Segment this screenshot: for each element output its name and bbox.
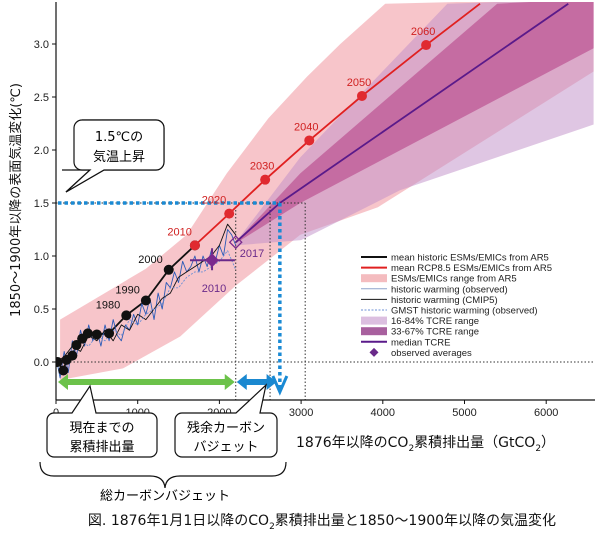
legend-item: mean RCP8.5 ESMs/EMICs from AR5 [361, 263, 552, 274]
callout-line-2: 累積排出量 [69, 440, 134, 455]
legend-label: historic warming (observed) [391, 284, 508, 295]
total-budget-label: 総カーボンバジェット [100, 489, 230, 504]
y-tick-label: 3.0 [34, 39, 49, 51]
historic-marker [82, 328, 93, 339]
callout-line-1: 現在までの [69, 421, 134, 436]
historic-marker [104, 328, 115, 339]
y-tick-label: 0.5 [34, 304, 49, 316]
legend-item: mean historic ESMs/EMICs from AR5 [361, 253, 549, 264]
legend-label: mean historic ESMs/EMICs from AR5 [391, 253, 549, 264]
series-line-gmst-historic-warming-observed- [56, 250, 237, 363]
legend-label: mean RCP8.5 ESMs/EMICs from AR5 [391, 263, 552, 274]
legend-swatch [361, 274, 387, 283]
legend-swatch [361, 327, 387, 336]
x-tick-label: 3000 [289, 407, 313, 419]
total-budget-brace [39, 461, 287, 489]
legend-label: ESMs/EMICs range from AR5 [391, 274, 517, 285]
year-label: 2010 [167, 226, 191, 238]
historic-marker [71, 340, 82, 351]
remaining-budget-callout: 残余カーボン バジェット [174, 383, 278, 458]
year-label: 2010 [202, 283, 226, 295]
legend-label: 33-67% TCRE range [391, 327, 479, 338]
cumulative-emissions-arrow-right-head [224, 374, 235, 390]
rcp85-marker [260, 174, 271, 185]
legend-item: historic warming (CMIP5) [361, 295, 498, 306]
rcp85-marker [356, 90, 367, 101]
axes: 0.00.51.01.52.02.53.00100020003000400050… [34, 2, 595, 419]
historic-marker [163, 264, 174, 275]
cumulative-emissions-arrow-left-head [58, 374, 68, 390]
legend-item: GMST historic warming (observed) [361, 306, 538, 317]
range-bands [60, 2, 594, 381]
rcp85-marker [304, 135, 315, 146]
legend-item: historic warming (observed) [361, 284, 508, 295]
historic-marker [58, 365, 69, 376]
y-tick-label: 1.5 [34, 198, 49, 210]
remaining-budget-arrow-right-head [266, 374, 277, 390]
warming-callout: 1.5℃の 気温上昇 [62, 119, 165, 193]
legend-item: observed averages [369, 347, 472, 359]
callout-line-1: 残余カーボン [187, 420, 265, 436]
band-33-67-tcre-range [235, 2, 594, 244]
legend-swatch [361, 316, 387, 325]
x-axis-label: 1876年以降のCO2累積排出量（GtCO2） [296, 435, 555, 454]
legend-label: observed averages [391, 348, 472, 359]
year-label: 2030 [250, 161, 274, 173]
remaining-budget-arrow-left-head [236, 374, 247, 390]
year-label: 1990 [115, 285, 139, 297]
cumulative-emissions-callout: 現在までの 累積排出量 [46, 384, 158, 458]
y-axis-label: 1850～1900年以降の表面気温変化(℃) [8, 83, 24, 317]
year-label: 2000 [138, 254, 162, 266]
year-label: 2060 [411, 26, 435, 38]
legend-label: median TCRE [391, 337, 451, 348]
legend-label: 16-84% TCRE range [391, 316, 479, 327]
y-tick-label: 0.0 [34, 357, 49, 369]
legend-item: median TCRE [361, 337, 451, 348]
rcp85-marker [189, 240, 200, 251]
year-label: 2017 [240, 248, 264, 260]
historic-marker [140, 295, 151, 306]
legend-label: GMST historic warming (observed) [391, 306, 538, 317]
year-label: 2020 [202, 195, 226, 207]
dotted-arrowhead [271, 375, 289, 396]
x-tick-label: 4000 [371, 407, 395, 419]
point-marks: 1980 1990 2000 2010 2020 2030 2040 2050 2060 2010… [56, 26, 435, 396]
rcp85-marker [421, 40, 432, 51]
year-label: 2040 [294, 121, 318, 133]
rcp85-marker [224, 208, 235, 219]
x-tick-label: 5000 [452, 407, 476, 419]
y-tick-label: 2.0 [34, 145, 49, 157]
legend-item: 16-84% TCRE range [361, 316, 479, 327]
callout-line-2: バジェット [193, 440, 258, 455]
legend-label: historic warming (CMIP5) [391, 295, 498, 306]
callout-line-2: 気温上昇 [93, 149, 145, 165]
year-label: 2050 [347, 77, 371, 89]
figure-caption: 図. 1876年1月1日以降のCO2累積排出量と1850～1900年以降の気温変… [88, 512, 556, 532]
y-tick-label: 2.5 [34, 92, 49, 104]
legend-item: ESMs/EMICs range from AR5 [361, 274, 517, 285]
x-tick-label: 6000 [534, 407, 558, 419]
historic-marker [67, 350, 78, 361]
observed-average-diamond [228, 235, 243, 250]
callout-line-1: 1.5℃の [95, 130, 143, 145]
year-label: 1980 [96, 299, 120, 311]
legend-item: 33-67% TCRE range [361, 327, 479, 338]
historic-marker [91, 329, 102, 340]
historic-marker [56, 357, 63, 367]
observed-average-diamond [205, 253, 219, 268]
historic-marker [121, 310, 132, 321]
legend-diamond-icon [369, 347, 379, 357]
y-tick-label: 1.0 [34, 251, 49, 263]
